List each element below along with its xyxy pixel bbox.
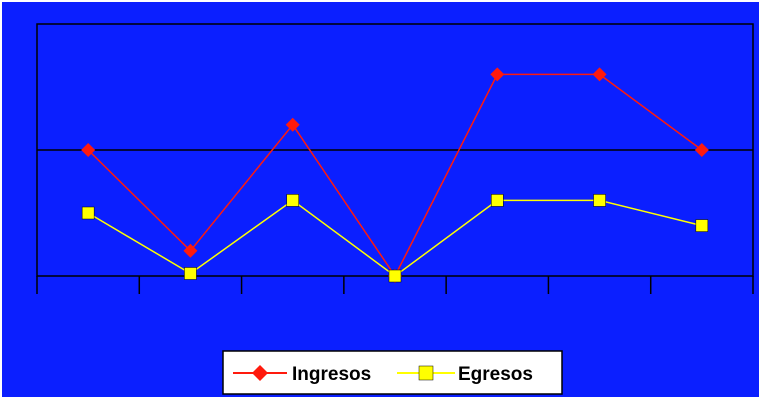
legend-egresos-label: Egresos <box>458 364 533 385</box>
data-point-ingresos <box>81 143 96 157</box>
data-point-ingresos <box>592 67 607 82</box>
series-egresos <box>81 194 709 283</box>
data-point-egresos <box>593 194 606 207</box>
data-point-egresos <box>184 267 197 280</box>
data-point-egresos <box>695 219 709 232</box>
legend: Ingresos Egresos <box>222 350 563 395</box>
data-point-ingresos <box>183 243 198 258</box>
data-point-egresos <box>491 194 504 207</box>
data-point-egresos <box>388 269 402 283</box>
data-point-ingresos <box>694 143 709 157</box>
data-point-egresos <box>286 194 299 207</box>
legend-ingresos-label: Ingresos <box>292 364 371 385</box>
legend-egresos-marker <box>418 365 434 381</box>
data-point-egresos <box>81 206 95 220</box>
data-point-ingresos <box>490 67 505 82</box>
series-layer <box>81 67 709 283</box>
legend-ingresos-marker <box>252 365 268 381</box>
x-axis <box>36 276 754 294</box>
data-point-ingresos <box>285 117 300 132</box>
